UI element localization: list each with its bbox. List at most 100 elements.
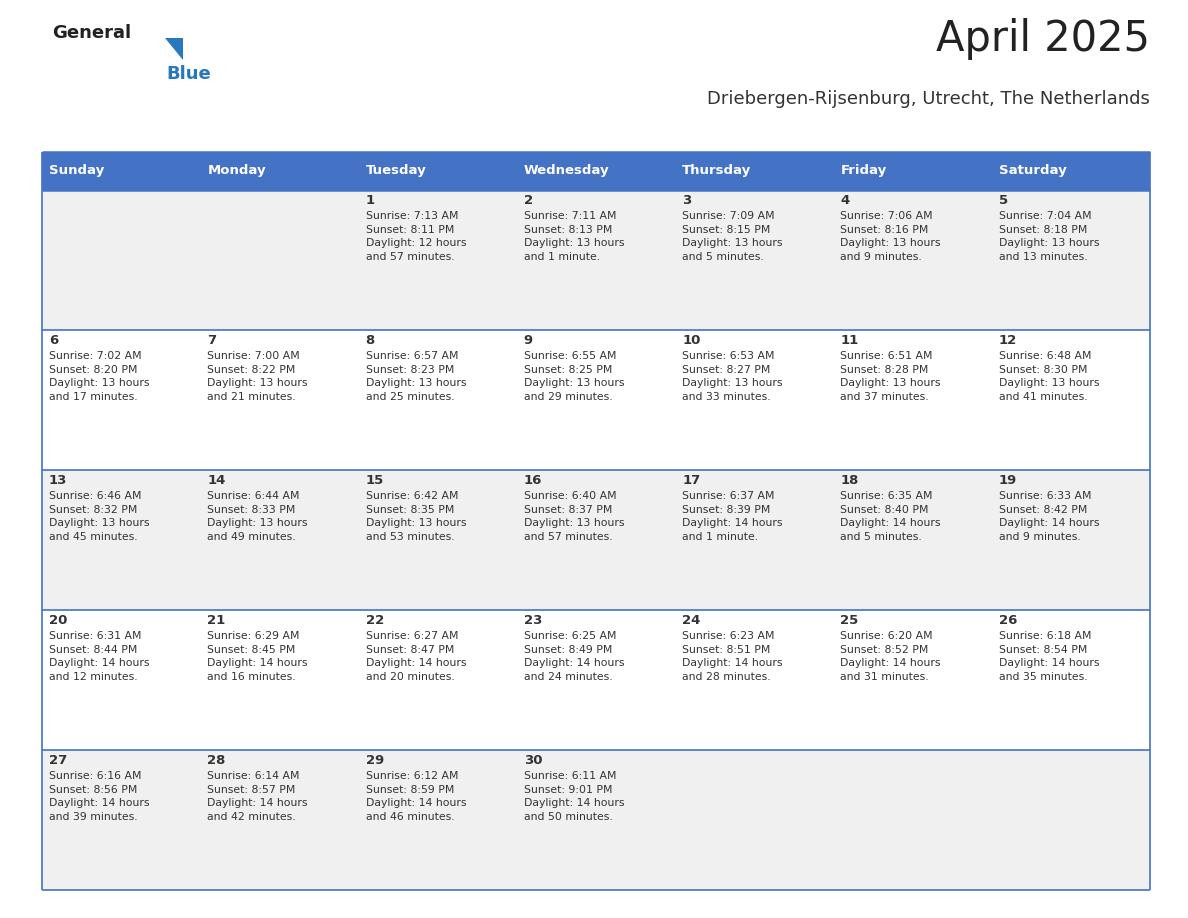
Text: Sunrise: 7:00 AM
Sunset: 8:22 PM
Daylight: 13 hours
and 21 minutes.: Sunrise: 7:00 AM Sunset: 8:22 PM Dayligh… — [207, 351, 308, 402]
Bar — [992, 330, 1150, 470]
Bar — [201, 750, 359, 890]
Text: 25: 25 — [840, 614, 859, 628]
Text: 20: 20 — [49, 614, 68, 628]
Text: 26: 26 — [999, 614, 1017, 628]
Text: Monday: Monday — [207, 164, 266, 177]
Bar — [992, 610, 1150, 750]
Text: April 2025: April 2025 — [936, 18, 1150, 60]
Text: Blue: Blue — [166, 65, 210, 83]
Text: Sunrise: 6:33 AM
Sunset: 8:42 PM
Daylight: 14 hours
and 9 minutes.: Sunrise: 6:33 AM Sunset: 8:42 PM Dayligh… — [999, 491, 1099, 542]
Bar — [992, 470, 1150, 610]
Text: 1: 1 — [366, 195, 374, 207]
Text: Sunrise: 6:44 AM
Sunset: 8:33 PM
Daylight: 13 hours
and 49 minutes.: Sunrise: 6:44 AM Sunset: 8:33 PM Dayligh… — [207, 491, 308, 542]
Bar — [359, 330, 517, 470]
Bar — [834, 750, 992, 890]
Text: Sunrise: 6:23 AM
Sunset: 8:51 PM
Daylight: 14 hours
and 28 minutes.: Sunrise: 6:23 AM Sunset: 8:51 PM Dayligh… — [682, 631, 783, 682]
Bar — [359, 610, 517, 750]
Text: Driebergen-Rijsenburg, Utrecht, The Netherlands: Driebergen-Rijsenburg, Utrecht, The Neth… — [707, 90, 1150, 108]
Text: 2: 2 — [524, 195, 533, 207]
Bar — [834, 190, 992, 330]
Bar — [675, 470, 834, 610]
Text: 8: 8 — [366, 334, 375, 348]
Bar — [42, 750, 201, 890]
Text: 5: 5 — [999, 195, 1007, 207]
Text: 12: 12 — [999, 334, 1017, 348]
Bar — [42, 190, 201, 330]
Text: Sunrise: 6:53 AM
Sunset: 8:27 PM
Daylight: 13 hours
and 33 minutes.: Sunrise: 6:53 AM Sunset: 8:27 PM Dayligh… — [682, 351, 783, 402]
Text: Tuesday: Tuesday — [366, 164, 426, 177]
Bar — [517, 190, 675, 330]
Text: Sunrise: 6:29 AM
Sunset: 8:45 PM
Daylight: 14 hours
and 16 minutes.: Sunrise: 6:29 AM Sunset: 8:45 PM Dayligh… — [207, 631, 308, 682]
Bar — [834, 152, 992, 190]
Bar — [675, 190, 834, 330]
Bar — [834, 470, 992, 610]
Bar — [992, 750, 1150, 890]
Bar — [42, 152, 201, 190]
Text: Sunrise: 7:09 AM
Sunset: 8:15 PM
Daylight: 13 hours
and 5 minutes.: Sunrise: 7:09 AM Sunset: 8:15 PM Dayligh… — [682, 211, 783, 262]
Polygon shape — [165, 38, 183, 60]
Bar — [834, 610, 992, 750]
Text: Sunrise: 6:12 AM
Sunset: 8:59 PM
Daylight: 14 hours
and 46 minutes.: Sunrise: 6:12 AM Sunset: 8:59 PM Dayligh… — [366, 771, 466, 822]
Bar — [201, 610, 359, 750]
Bar — [359, 750, 517, 890]
Bar — [201, 330, 359, 470]
Text: Sunrise: 6:14 AM
Sunset: 8:57 PM
Daylight: 14 hours
and 42 minutes.: Sunrise: 6:14 AM Sunset: 8:57 PM Dayligh… — [207, 771, 308, 822]
Text: Saturday: Saturday — [999, 164, 1067, 177]
Text: 22: 22 — [366, 614, 384, 628]
Text: Sunrise: 6:57 AM
Sunset: 8:23 PM
Daylight: 13 hours
and 25 minutes.: Sunrise: 6:57 AM Sunset: 8:23 PM Dayligh… — [366, 351, 466, 402]
Text: 16: 16 — [524, 475, 542, 487]
Bar — [359, 470, 517, 610]
Text: 28: 28 — [207, 755, 226, 767]
Text: 10: 10 — [682, 334, 701, 348]
Text: Sunrise: 6:51 AM
Sunset: 8:28 PM
Daylight: 13 hours
and 37 minutes.: Sunrise: 6:51 AM Sunset: 8:28 PM Dayligh… — [840, 351, 941, 402]
Bar — [517, 750, 675, 890]
Text: Sunrise: 7:13 AM
Sunset: 8:11 PM
Daylight: 12 hours
and 57 minutes.: Sunrise: 7:13 AM Sunset: 8:11 PM Dayligh… — [366, 211, 466, 262]
Text: Sunrise: 6:20 AM
Sunset: 8:52 PM
Daylight: 14 hours
and 31 minutes.: Sunrise: 6:20 AM Sunset: 8:52 PM Dayligh… — [840, 631, 941, 682]
Text: 24: 24 — [682, 614, 701, 628]
Bar — [42, 610, 201, 750]
Text: 23: 23 — [524, 614, 542, 628]
Text: Sunrise: 7:02 AM
Sunset: 8:20 PM
Daylight: 13 hours
and 17 minutes.: Sunrise: 7:02 AM Sunset: 8:20 PM Dayligh… — [49, 351, 150, 402]
Text: 27: 27 — [49, 755, 68, 767]
Text: Sunrise: 6:16 AM
Sunset: 8:56 PM
Daylight: 14 hours
and 39 minutes.: Sunrise: 6:16 AM Sunset: 8:56 PM Dayligh… — [49, 771, 150, 822]
Text: 3: 3 — [682, 195, 691, 207]
Bar — [359, 152, 517, 190]
Text: Wednesday: Wednesday — [524, 164, 609, 177]
Bar — [517, 470, 675, 610]
Text: 7: 7 — [207, 334, 216, 348]
Text: 11: 11 — [840, 334, 859, 348]
Text: Sunrise: 6:25 AM
Sunset: 8:49 PM
Daylight: 14 hours
and 24 minutes.: Sunrise: 6:25 AM Sunset: 8:49 PM Dayligh… — [524, 631, 625, 682]
Text: Sunrise: 6:35 AM
Sunset: 8:40 PM
Daylight: 14 hours
and 5 minutes.: Sunrise: 6:35 AM Sunset: 8:40 PM Dayligh… — [840, 491, 941, 542]
Text: General: General — [52, 24, 131, 42]
Bar — [675, 750, 834, 890]
Text: Sunrise: 7:11 AM
Sunset: 8:13 PM
Daylight: 13 hours
and 1 minute.: Sunrise: 7:11 AM Sunset: 8:13 PM Dayligh… — [524, 211, 625, 262]
Text: Sunrise: 6:55 AM
Sunset: 8:25 PM
Daylight: 13 hours
and 29 minutes.: Sunrise: 6:55 AM Sunset: 8:25 PM Dayligh… — [524, 351, 625, 402]
Text: 4: 4 — [840, 195, 849, 207]
Bar — [675, 330, 834, 470]
Bar — [517, 330, 675, 470]
Text: 13: 13 — [49, 475, 68, 487]
Text: 18: 18 — [840, 475, 859, 487]
Text: 30: 30 — [524, 755, 543, 767]
Bar — [201, 470, 359, 610]
Text: Sunday: Sunday — [49, 164, 105, 177]
Text: 15: 15 — [366, 475, 384, 487]
Text: Thursday: Thursday — [682, 164, 751, 177]
Text: Sunrise: 6:46 AM
Sunset: 8:32 PM
Daylight: 13 hours
and 45 minutes.: Sunrise: 6:46 AM Sunset: 8:32 PM Dayligh… — [49, 491, 150, 542]
Text: Sunrise: 6:37 AM
Sunset: 8:39 PM
Daylight: 14 hours
and 1 minute.: Sunrise: 6:37 AM Sunset: 8:39 PM Dayligh… — [682, 491, 783, 542]
Text: 14: 14 — [207, 475, 226, 487]
Text: 19: 19 — [999, 475, 1017, 487]
Bar — [675, 152, 834, 190]
Text: Sunrise: 6:48 AM
Sunset: 8:30 PM
Daylight: 13 hours
and 41 minutes.: Sunrise: 6:48 AM Sunset: 8:30 PM Dayligh… — [999, 351, 1099, 402]
Text: 21: 21 — [207, 614, 226, 628]
Text: Sunrise: 6:40 AM
Sunset: 8:37 PM
Daylight: 13 hours
and 57 minutes.: Sunrise: 6:40 AM Sunset: 8:37 PM Dayligh… — [524, 491, 625, 542]
Bar — [42, 330, 201, 470]
Bar — [992, 190, 1150, 330]
Bar — [201, 152, 359, 190]
Bar — [359, 190, 517, 330]
Text: Sunrise: 6:11 AM
Sunset: 9:01 PM
Daylight: 14 hours
and 50 minutes.: Sunrise: 6:11 AM Sunset: 9:01 PM Dayligh… — [524, 771, 625, 822]
Text: Sunrise: 6:27 AM
Sunset: 8:47 PM
Daylight: 14 hours
and 20 minutes.: Sunrise: 6:27 AM Sunset: 8:47 PM Dayligh… — [366, 631, 466, 682]
Bar — [834, 330, 992, 470]
Text: 29: 29 — [366, 755, 384, 767]
Text: 6: 6 — [49, 334, 58, 348]
